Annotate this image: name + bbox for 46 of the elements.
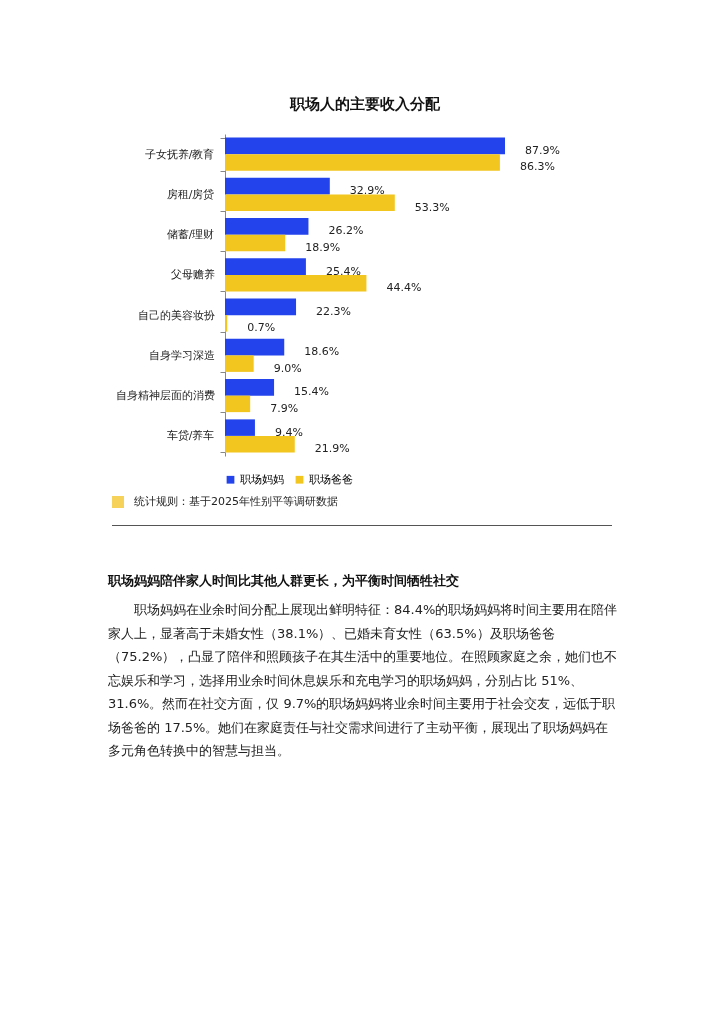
bar <box>225 298 297 316</box>
data-label: 22.3% <box>316 304 351 318</box>
chart-title: 职场人的主要收入分配 <box>289 95 441 113</box>
bar <box>225 315 228 332</box>
legend-label: 职场爸爸 <box>309 472 353 486</box>
bar <box>225 194 395 211</box>
bar <box>225 234 286 252</box>
y-tick-label: 父母赡养 <box>170 268 215 282</box>
bar <box>225 154 500 171</box>
y-tick-label: 自身精神层面的消费 <box>115 389 215 403</box>
data-label: 26.2% <box>328 224 364 238</box>
bar <box>225 177 330 195</box>
data-label: 18.9% <box>305 240 341 254</box>
data-label: 53.3% <box>414 200 450 214</box>
text: 统计规则：基于2025年性别平等调研数据 <box>134 494 338 509</box>
data-label: 18.6% <box>304 345 340 359</box>
y-tick-label: 储蓄/理财 <box>166 228 215 242</box>
y-tick-label: 自身学习深造 <box>148 348 215 362</box>
data-label: 15.4% <box>294 385 330 399</box>
y-tick-label: 房租/房贷 <box>166 187 215 201</box>
y-tick-label: 车贷/养车 <box>166 429 215 443</box>
y-tick-label: 子女抚养/教育 <box>144 147 215 161</box>
legend-label: 职场妈妈 <box>240 472 284 486</box>
text: 职场妈妈在业余时间分配上展现出鲜明特征：84.4%的职场妈妈将时间主要用在陪伴家人上，显著高于未婚女性（38.1%）、已婚未育女性（63.5%）及职场爸爸（75.2%），凸显了陪伴和照顾孩子在其生活中的重要地位。在照顾家庭之余，她们也不忘娱乐和学习，选择用业余时间休息娱乐和充电学习的职场妈妈，分别占比 51%、31.6%。然而在社交方面，仅 9.7%的职场妈妈将业余时间主要用于社会交友，远低于职场爸爸的 17.5%。她们在家庭责任与社交需求间进行了主动平衡，展现出了职场妈妈在多元角色转换中的智慧与担当。 <box>108 601 618 760</box>
bar <box>225 355 254 372</box>
bar <box>225 137 505 155</box>
data-label: 32.9% <box>349 184 385 198</box>
bar <box>225 274 367 292</box>
data-label: 44.4% <box>386 281 422 295</box>
data-label: 25.4% <box>325 264 361 278</box>
data-label: 87.9% <box>525 143 560 157</box>
bar <box>225 395 251 413</box>
data-label: 86.3% <box>519 160 555 174</box>
bar <box>225 218 309 235</box>
data-label: 21.9% <box>314 442 350 456</box>
y-tick-label: 自己的美容妆扮 <box>137 308 215 322</box>
data-label: 7.9% <box>270 401 299 415</box>
bar <box>225 258 306 275</box>
data-label: 0.7% <box>247 321 276 335</box>
text: 职场妈妈陪伴家人时间比其他人群更长，为平衡时间牺牲社交 <box>108 572 459 590</box>
bar <box>225 435 295 453</box>
bar <box>225 338 285 356</box>
bar <box>225 419 255 436</box>
data-label: 9.4% <box>274 425 303 439</box>
bar <box>225 379 275 396</box>
data-label: 9.0% <box>273 361 302 375</box>
